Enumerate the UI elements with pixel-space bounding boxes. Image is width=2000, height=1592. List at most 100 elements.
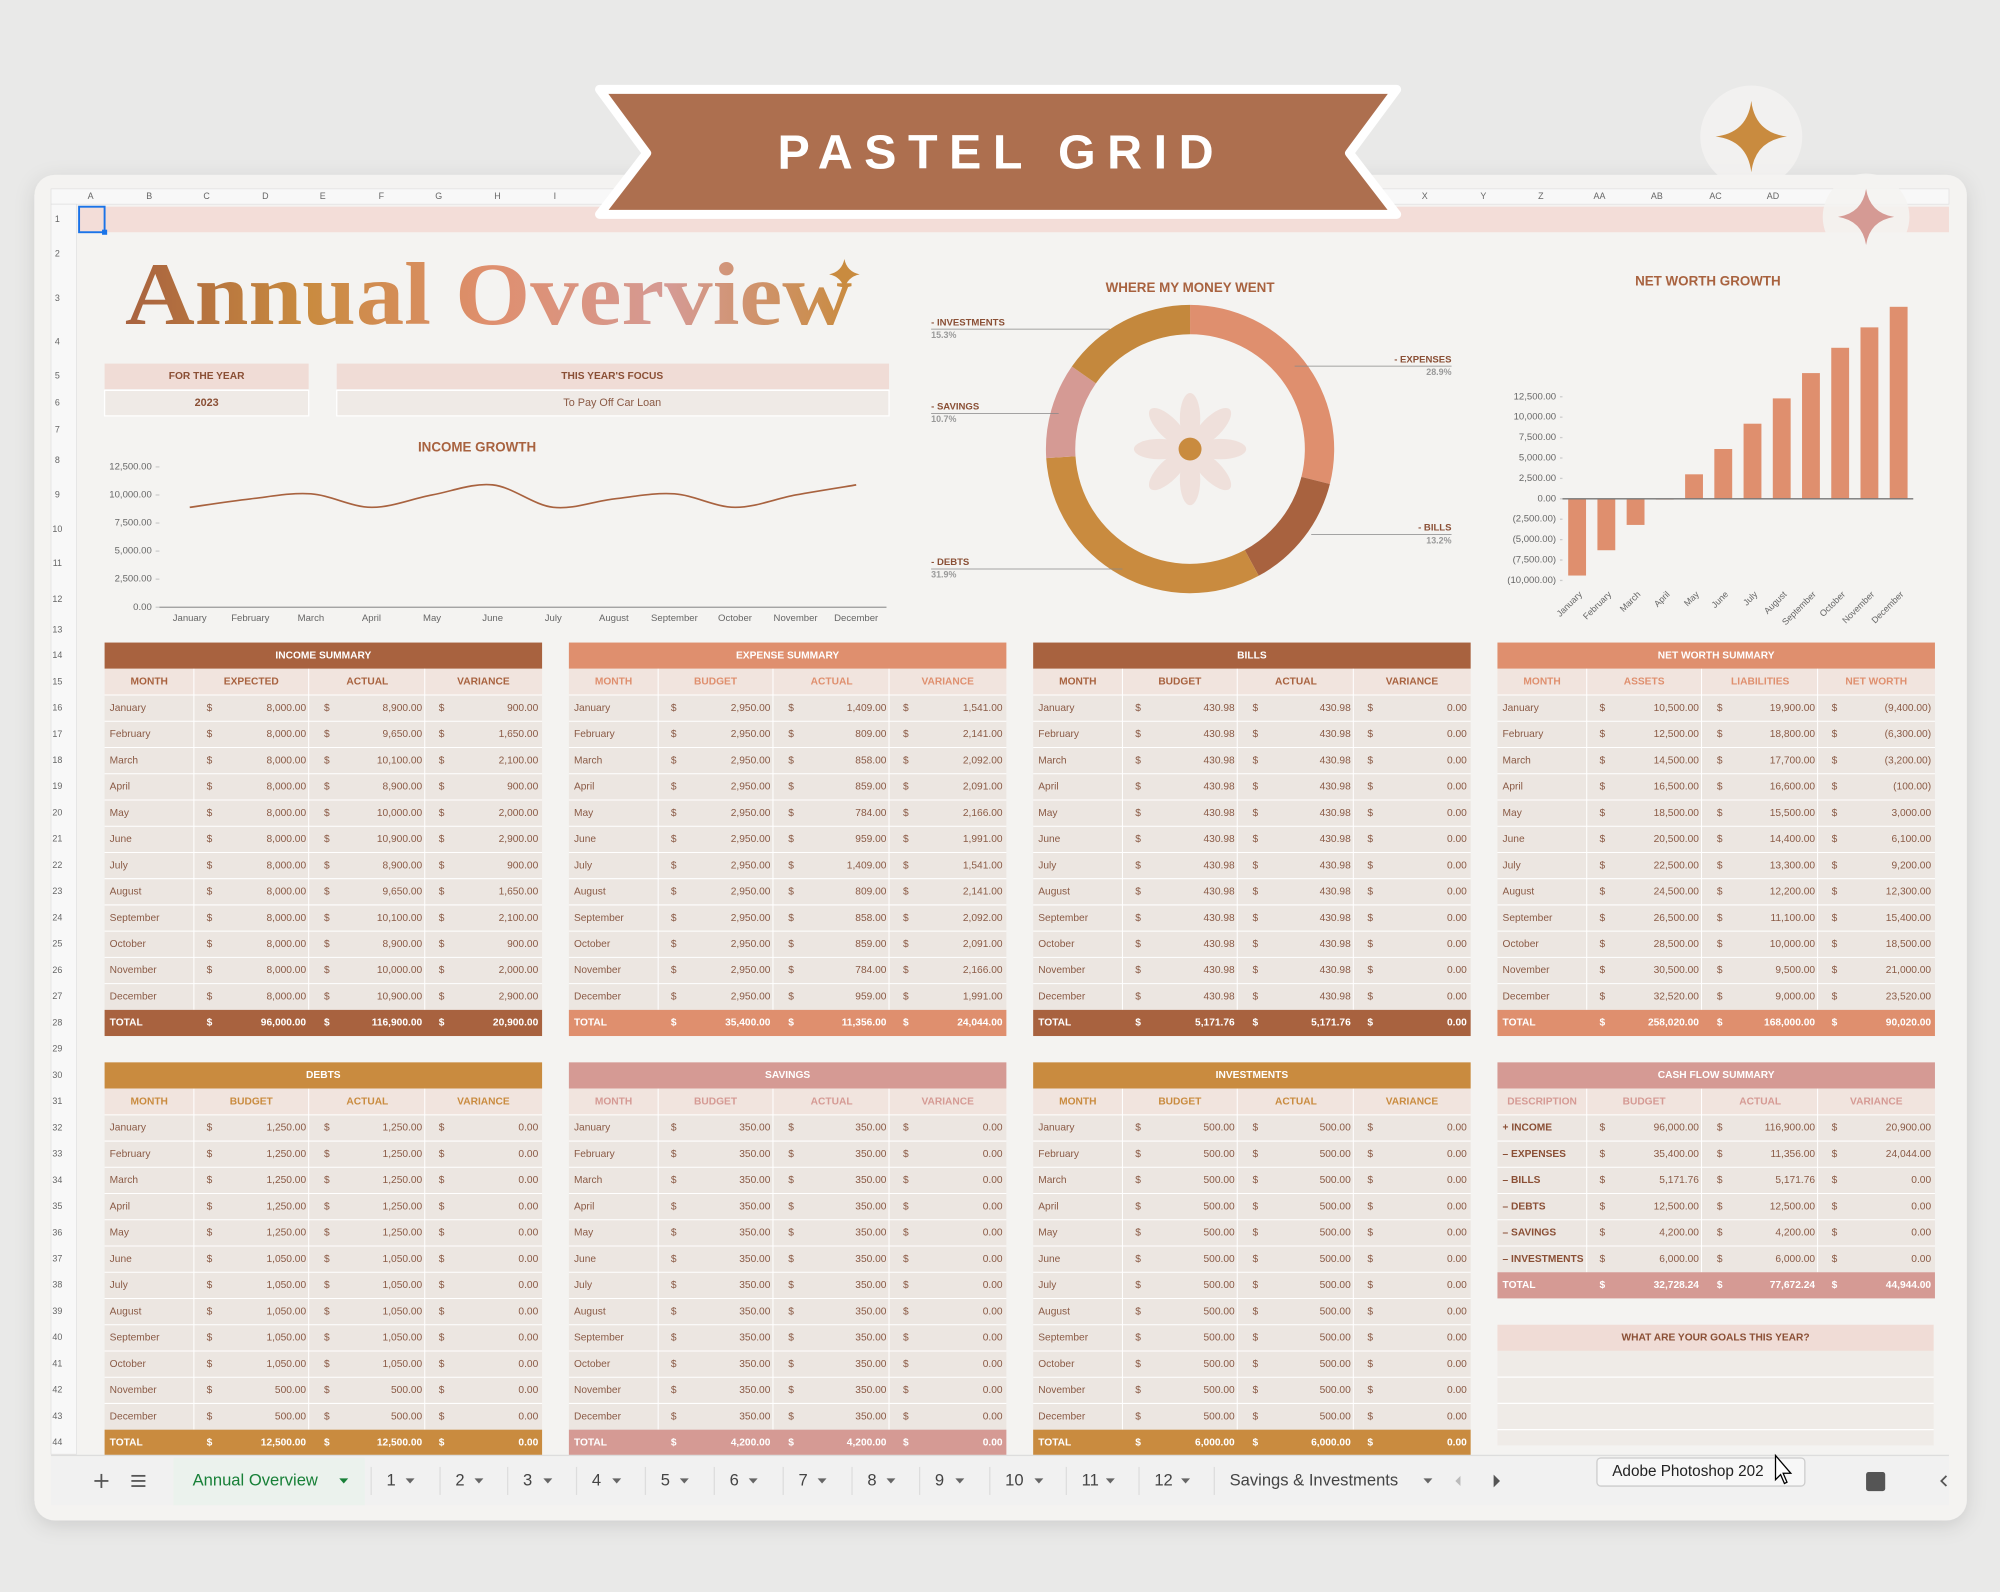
- explore-button[interactable]: [1866, 1472, 1886, 1492]
- row-label: April: [574, 782, 594, 793]
- active-tab[interactable]: [173, 1457, 365, 1506]
- currency-sign: $: [788, 1411, 794, 1422]
- currency-sign: $: [324, 782, 330, 793]
- cell-value: 350.00: [739, 1280, 770, 1291]
- currency-sign: $: [788, 1280, 794, 1291]
- cell-value: 430.98: [1204, 782, 1235, 793]
- total-bar: [568, 1429, 1007, 1456]
- cell-value: 350.00: [855, 1149, 886, 1160]
- row-label: April: [110, 782, 130, 793]
- selected-cell[interactable]: [78, 205, 106, 234]
- donut-segment: [1071, 304, 1191, 384]
- row-label: August: [110, 887, 142, 898]
- currency-sign: $: [671, 703, 677, 714]
- cell-value: 430.98: [1320, 887, 1351, 898]
- column-header: ACTUAL: [1275, 1096, 1317, 1107]
- currency-sign: $: [903, 1149, 909, 1160]
- total-value: 168,000.00: [1764, 1018, 1815, 1029]
- currency-sign: $: [671, 1411, 677, 1422]
- focus-label-box: [336, 363, 890, 390]
- cell-value: 500.00: [391, 1411, 422, 1422]
- cell-value: 900.00: [507, 860, 538, 871]
- sheet-title: Annual Overview: [125, 245, 852, 344]
- cell-value: 1,650.00: [499, 887, 539, 898]
- sheet-tab[interactable]: 7: [798, 1470, 807, 1489]
- currency-sign: $: [1367, 1123, 1373, 1134]
- currency-sign: $: [903, 1437, 909, 1448]
- cell-value: 430.98: [1320, 755, 1351, 766]
- row-number: 25: [52, 939, 62, 949]
- currency-sign: $: [788, 1306, 794, 1317]
- currency-sign: $: [1135, 1149, 1141, 1160]
- sheet-tab[interactable]: 9: [935, 1470, 944, 1489]
- active-tab-label[interactable]: Annual Overview: [193, 1470, 319, 1489]
- collapse-button[interactable]: [1940, 1475, 1948, 1487]
- row-number: 1: [55, 214, 60, 224]
- sheet-tab[interactable]: 8: [867, 1470, 876, 1489]
- cell-value: 500.00: [275, 1385, 306, 1396]
- row-label: October: [110, 1359, 147, 1370]
- cell-value: 96,000.00: [1654, 1123, 1700, 1134]
- sheet-tab[interactable]: 12: [1154, 1470, 1172, 1489]
- column-header: EXPECTED: [224, 677, 279, 688]
- cell-value: 900.00: [507, 782, 538, 793]
- cell-value: 2,950.00: [731, 703, 771, 714]
- currency-sign: $: [207, 755, 213, 766]
- cell-value: 6,100.00: [1891, 834, 1931, 845]
- cell-value: 9,200.00: [1891, 860, 1931, 871]
- currency-sign: $: [324, 808, 330, 819]
- sheet-tab[interactable]: 2: [455, 1470, 464, 1489]
- cell-value: 0.00: [1447, 939, 1467, 950]
- row-label: December: [1038, 1411, 1086, 1422]
- sheet-tab[interactable]: 3: [523, 1470, 532, 1489]
- currency-sign: $: [671, 834, 677, 845]
- currency-sign: $: [207, 1018, 213, 1029]
- sheet-tab[interactable]: 6: [730, 1470, 739, 1489]
- cell-value: 350.00: [739, 1333, 770, 1344]
- currency-sign: $: [439, 729, 445, 740]
- bar: [1714, 449, 1733, 499]
- tab-menu-arrow: [1105, 1478, 1115, 1484]
- currency-sign: $: [788, 913, 794, 924]
- all-sheets-button[interactable]: [131, 1474, 146, 1487]
- flower-petal: [1195, 438, 1247, 460]
- cell-value: 3,000.00: [1891, 808, 1931, 819]
- cell-value: 430.98: [1204, 965, 1235, 976]
- fill-handle[interactable]: [102, 229, 108, 235]
- sheet-tab[interactable]: 5: [661, 1470, 670, 1489]
- currency-sign: $: [1367, 991, 1373, 1002]
- cell-value: 28,500.00: [1654, 939, 1700, 950]
- column-header: BUDGET: [694, 677, 738, 688]
- sheet-tab[interactable]: 10: [1005, 1470, 1023, 1489]
- scroll-right[interactable]: [1493, 1474, 1500, 1488]
- row-number: 19: [52, 781, 62, 791]
- currency-sign: $: [1253, 991, 1259, 1002]
- cell-value: 0.00: [1447, 913, 1467, 924]
- currency-sign: $: [1599, 808, 1605, 819]
- currency-sign: $: [1135, 1280, 1141, 1291]
- sheet-tab[interactable]: 4: [592, 1470, 601, 1489]
- currency-sign: $: [324, 1280, 330, 1291]
- column-letter: E: [320, 191, 326, 201]
- cell-value: 2,091.00: [963, 939, 1003, 950]
- cell-value: 2,950.00: [731, 939, 771, 950]
- scroll-left[interactable]: [1455, 1475, 1461, 1487]
- currency-sign: $: [1717, 1201, 1723, 1212]
- x-tick-label: October: [718, 613, 753, 624]
- add-sheet-button[interactable]: [94, 1473, 109, 1488]
- sheet-tab[interactable]: 11: [1082, 1470, 1099, 1489]
- cell-value: 430.98: [1204, 808, 1235, 819]
- sheet-tab[interactable]: Savings & Investments: [1230, 1470, 1399, 1489]
- column-header: BUDGET: [1158, 677, 1202, 688]
- total-value: 0.00: [1447, 1018, 1467, 1029]
- year: 2023: [195, 397, 219, 409]
- currency-sign: $: [1599, 939, 1605, 950]
- sheet-tab[interactable]: 1: [386, 1470, 395, 1489]
- total-value: 44,944.00: [1886, 1280, 1932, 1291]
- flower-petal: [1179, 454, 1201, 506]
- cell-value: 0.00: [1447, 755, 1467, 766]
- row-label: May: [110, 1228, 130, 1239]
- currency-sign: $: [207, 1437, 213, 1448]
- row-label: November: [1038, 965, 1086, 976]
- cell-value: 1,541.00: [963, 703, 1003, 714]
